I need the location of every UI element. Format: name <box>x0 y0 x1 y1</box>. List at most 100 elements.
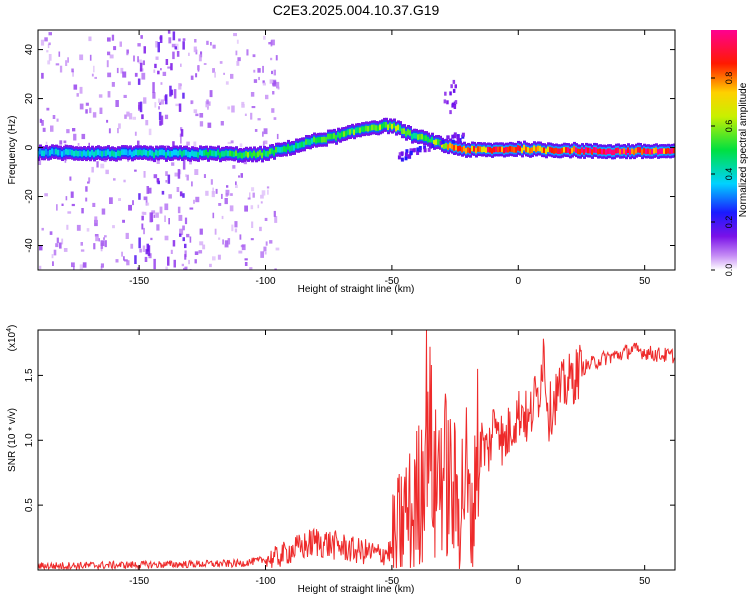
ridge-cell <box>557 148 560 154</box>
noise-speckle <box>138 102 141 110</box>
noise-speckle <box>127 159 129 162</box>
y-tick-label: -40 <box>24 238 35 253</box>
noise-speckle <box>170 249 173 254</box>
ridge-cell <box>75 150 78 156</box>
noise-speckle <box>103 237 105 240</box>
noise-speckle <box>100 266 103 270</box>
noise-speckle <box>53 249 57 256</box>
ridge-cell <box>419 133 422 140</box>
ridge-cell <box>631 148 634 154</box>
noise-speckle <box>193 109 198 114</box>
ridge-cell <box>177 150 180 157</box>
branch-cell <box>454 100 458 105</box>
ridge-cell <box>203 150 206 156</box>
noise-speckle <box>141 211 145 215</box>
noise-speckle <box>273 69 276 76</box>
ridge-cell <box>185 149 188 156</box>
ridge-cell <box>431 136 434 143</box>
branch-cell <box>418 148 422 153</box>
noise-speckle <box>76 224 81 231</box>
noise-speckle <box>147 245 151 256</box>
noise-speckle <box>212 212 215 219</box>
noise-speckle <box>182 225 185 231</box>
ridge-cell <box>533 145 536 151</box>
noise-speckle <box>276 81 280 89</box>
noise-speckle <box>118 123 121 129</box>
ridge-cell <box>565 147 568 153</box>
noise-speckle <box>126 53 129 56</box>
noise-speckle <box>169 85 172 97</box>
ridge-cell <box>659 148 662 154</box>
branch-cell <box>409 148 413 153</box>
noise-speckle <box>138 193 141 200</box>
ridge-cell <box>487 146 490 153</box>
x-tick-label: -50 <box>385 576 400 587</box>
ridge-cell <box>241 152 244 159</box>
noise-speckle <box>143 46 146 54</box>
noise-speckle <box>159 35 163 43</box>
ridge-cell <box>549 146 552 153</box>
noise-speckle <box>241 101 245 105</box>
noise-speckle <box>164 215 166 222</box>
noise-speckle <box>79 86 83 94</box>
noise-speckle <box>170 89 174 96</box>
noise-speckle <box>100 242 104 249</box>
noise-speckle <box>180 129 184 137</box>
noise-speckle <box>162 71 167 76</box>
noise-speckle <box>160 82 163 85</box>
ridge-cell <box>105 150 108 156</box>
branch-cell <box>456 138 460 143</box>
noise-speckle <box>160 99 165 105</box>
ridge-cell <box>259 150 262 156</box>
ridge-cell <box>389 122 392 129</box>
ridge-cell <box>321 137 324 143</box>
ridge-cell <box>95 150 98 156</box>
ridge-cell <box>213 150 216 157</box>
ridge-cell <box>521 147 524 154</box>
noise-speckle <box>46 50 49 53</box>
y-tick-label: -20 <box>24 189 35 204</box>
noise-speckle <box>218 203 222 206</box>
noise-speckle <box>182 237 185 242</box>
noise-speckle <box>167 66 171 69</box>
noise-speckle <box>199 113 204 118</box>
x-tick-label: -150 <box>129 276 149 287</box>
noise-speckle <box>94 76 97 79</box>
ridge-cell <box>469 147 472 154</box>
branch-cell <box>454 84 457 89</box>
noise-speckle <box>111 82 115 87</box>
ridge-cell <box>471 145 474 152</box>
ridge-cell <box>71 149 74 156</box>
noise-speckle <box>56 237 59 244</box>
branch-cell <box>407 154 411 159</box>
snr-multiplier: (x104) <box>6 325 18 352</box>
noise-speckle <box>193 141 197 148</box>
noise-speckle <box>48 54 52 61</box>
noise-speckle <box>275 55 278 61</box>
noise-speckle <box>157 180 160 185</box>
figure-title: C2E3.2025.004.10.37.G19 <box>273 2 440 18</box>
noise-speckle <box>165 59 169 65</box>
noise-speckle <box>179 228 184 236</box>
noise-speckle <box>155 41 158 48</box>
ridge-cell <box>413 132 416 139</box>
ridge-cell <box>361 126 364 132</box>
noise-speckle <box>157 42 160 53</box>
ridge-cell <box>633 149 636 155</box>
ridge-cell <box>593 147 596 153</box>
noise-speckle <box>111 34 115 41</box>
noise-speckle <box>100 163 105 169</box>
noise-speckle <box>142 245 146 252</box>
noise-speckle <box>193 199 195 204</box>
ridge-cell <box>365 125 368 132</box>
ridge-cell <box>239 152 242 158</box>
ridge-cell <box>415 133 418 139</box>
noise-speckle <box>52 115 56 119</box>
ridge-cell <box>115 151 118 158</box>
noise-speckle <box>174 46 177 50</box>
noise-speckle <box>38 159 42 165</box>
ridge-cell <box>303 141 306 148</box>
noise-speckle <box>66 224 69 230</box>
spectrogram-frame <box>37 29 676 271</box>
noise-speckle <box>182 41 185 50</box>
